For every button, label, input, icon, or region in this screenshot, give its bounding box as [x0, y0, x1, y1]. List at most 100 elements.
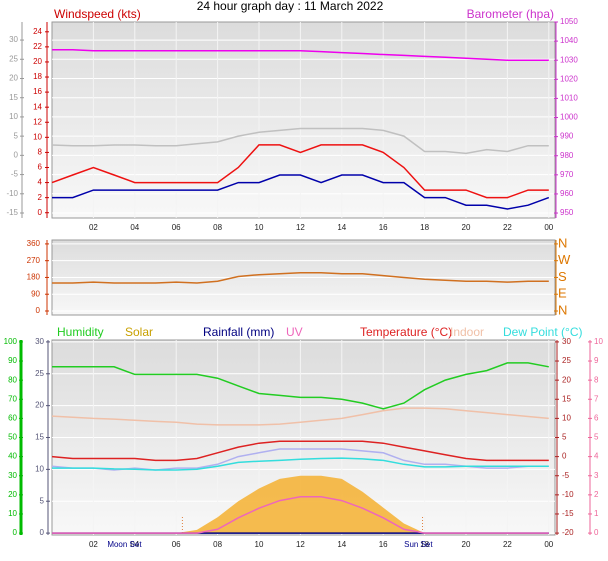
- legend-entry: Rainfall (mm): [203, 325, 274, 339]
- y-tick-label: 22: [33, 42, 42, 51]
- y-tick-label: 1050: [560, 17, 578, 26]
- y2-axis-title: Barometer (hpa): [467, 7, 554, 21]
- x-tick-label: 12: [296, 540, 305, 549]
- line: [51, 440, 549, 462]
- line: [52, 272, 549, 284]
- y-tick-label: 7: [594, 394, 599, 403]
- line: [51, 127, 549, 155]
- y-tick-label: 0: [13, 528, 18, 537]
- chart-title: 24 hour graph day : 11 March 2022: [197, 0, 384, 13]
- y-tick-label: 1040: [560, 36, 578, 45]
- x-tick-label: 04: [130, 540, 139, 549]
- y-tick-label: 25: [562, 356, 571, 365]
- y-tick-label: 14: [33, 102, 42, 111]
- legend-entry: Solar: [125, 325, 153, 339]
- y-tick-label: 6: [38, 163, 43, 172]
- y-tick-label: 970: [560, 170, 574, 179]
- y-tick-label: 20: [35, 401, 44, 410]
- y-tick-label: 270: [27, 256, 41, 265]
- y-tick-label: 180: [27, 273, 41, 282]
- y-tick-label: 990: [560, 132, 574, 141]
- y-tick-label: -5: [11, 170, 19, 179]
- y-tick-label: 2: [38, 193, 43, 202]
- y-tick-label: 6: [594, 413, 599, 422]
- y-tick-label: N: [558, 302, 567, 317]
- x-tick-label: 00: [544, 540, 553, 549]
- area: [52, 475, 549, 534]
- y-tick-label: 70: [8, 394, 17, 403]
- y-tick-label: N: [558, 235, 567, 250]
- y-tick-label: E: [558, 286, 567, 301]
- line: [52, 174, 550, 210]
- y-tick-label: 90: [31, 289, 40, 298]
- y-tick-label: 0: [594, 528, 599, 537]
- y-tick-label: 3: [594, 471, 599, 480]
- y-tick-label: 30: [9, 35, 18, 44]
- x-tick-label: 08: [213, 223, 222, 232]
- y-tick-label: 360: [27, 239, 41, 248]
- line: [51, 144, 549, 199]
- x-tick-label: 04: [130, 223, 139, 232]
- x-tick-label: 06: [172, 540, 181, 549]
- x-tick-label: 20: [462, 540, 471, 549]
- x-tick-label: 20: [462, 223, 471, 232]
- x-tick-label: 02: [89, 540, 98, 549]
- x-tick-label: 02: [89, 223, 98, 232]
- y-tick-label: 30: [35, 337, 44, 346]
- y-tick-label: 4: [38, 178, 43, 187]
- y-tick-label: 8: [594, 375, 599, 384]
- y-tick-label: 100: [4, 337, 18, 346]
- y-tick-label: 80: [8, 375, 17, 384]
- event-label: Sun Set: [404, 540, 433, 549]
- x-tick-label: 06: [172, 223, 181, 232]
- y-tick-label: 1: [594, 509, 599, 518]
- y-tick-label: -10: [6, 189, 18, 198]
- y-tick-label: 90: [8, 356, 17, 365]
- y-tick-label: 20: [33, 57, 42, 66]
- legend-entry: UV: [286, 325, 303, 339]
- x-tick-label: 12: [296, 223, 305, 232]
- y-tick-label: 50: [8, 433, 17, 442]
- y-tick-label: 25: [35, 369, 44, 378]
- y-tick-label: 5: [14, 131, 19, 140]
- y-tick-label: 30: [8, 471, 17, 480]
- y-tick-label: 0: [36, 306, 41, 315]
- y-tick-label: 5: [562, 433, 567, 442]
- y-tick-label: -15: [6, 208, 18, 217]
- y-tick-label: -15: [562, 509, 574, 518]
- legend-entry: Dew Point (°C): [503, 325, 582, 339]
- x-tick-label: 14: [337, 540, 346, 549]
- legend-entry: Temperature (°C): [360, 325, 452, 339]
- y-tick-label: -10: [562, 490, 574, 499]
- y-tick-label: 1000: [560, 113, 578, 122]
- y-tick-label: 10: [33, 132, 42, 141]
- y-tick-label: 20: [8, 490, 17, 499]
- y-axis-title: Windspeed (kts): [54, 7, 141, 21]
- x-tick-label: 16: [379, 223, 388, 232]
- y-tick-label: 10: [8, 509, 17, 518]
- y-tick-label: 1030: [560, 55, 578, 64]
- y-tick-label: S: [558, 269, 567, 284]
- line: [52, 362, 549, 410]
- y-tick-label: -20: [562, 528, 574, 537]
- y-tick-label: 1010: [560, 94, 578, 103]
- legend-entry: Humidity: [57, 325, 104, 339]
- y-tick-label: 15: [9, 93, 18, 102]
- x-tick-label: 18: [420, 223, 429, 232]
- y-tick-label: 18: [33, 72, 42, 81]
- x-tick-label: 10: [255, 223, 264, 232]
- y-tick-label: 0: [40, 528, 45, 537]
- y-tick-label: 950: [560, 208, 574, 217]
- y-tick-label: 30: [562, 337, 571, 346]
- line: [51, 407, 549, 426]
- y-tick-label: 2: [594, 490, 599, 499]
- plot-area: [51, 21, 556, 219]
- x-tick-label: 14: [337, 223, 346, 232]
- y-tick-label: 25: [9, 54, 18, 63]
- y-tick-label: 0: [38, 208, 43, 217]
- y-tick-label: 9: [594, 356, 599, 365]
- line: [52, 48, 549, 61]
- y-tick-label: 40: [8, 452, 17, 461]
- y-tick-label: 60: [8, 413, 17, 422]
- y-tick-label: 20: [9, 74, 18, 83]
